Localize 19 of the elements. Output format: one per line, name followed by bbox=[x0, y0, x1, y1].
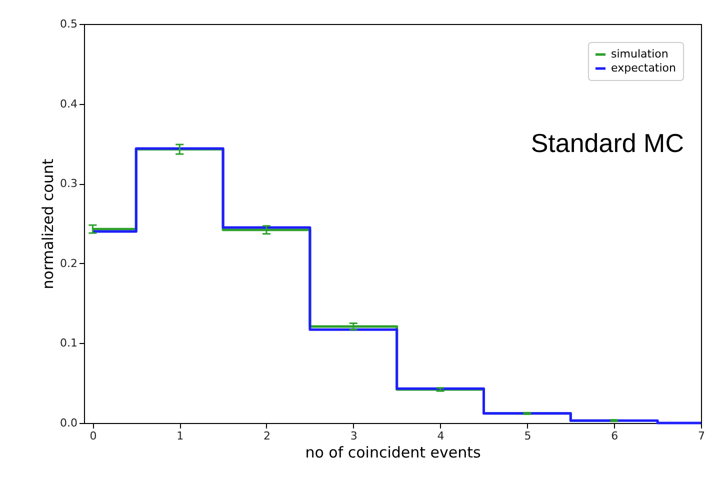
x-tick-label: 3 bbox=[350, 430, 358, 442]
y-tick-label: 0.3 bbox=[60, 177, 78, 190]
annotation: Standard MC bbox=[530, 128, 684, 158]
y-axis-title: normalized count bbox=[39, 158, 58, 290]
y-tick-label: 0.1 bbox=[60, 336, 78, 350]
y-tick-label: 0.0 bbox=[60, 416, 78, 430]
y-tick-label: 0.4 bbox=[60, 97, 78, 110]
x-tick-label: 2 bbox=[263, 430, 270, 442]
x-tick-label: 1 bbox=[176, 430, 184, 442]
x-tick-label: 0 bbox=[90, 430, 97, 442]
legend-label: simulation bbox=[611, 48, 668, 60]
y-tick-label: 0.2 bbox=[60, 256, 78, 270]
x-tick-label: 4 bbox=[437, 430, 444, 442]
x-tick-label: 7 bbox=[698, 430, 705, 442]
x-tick-label: 5 bbox=[524, 430, 532, 442]
y-tick-label: 0.5 bbox=[60, 18, 78, 30]
legend-label: expectation bbox=[611, 62, 676, 74]
x-tick-label: 6 bbox=[611, 430, 618, 442]
x-axis-title: no of coincident events bbox=[305, 444, 481, 462]
